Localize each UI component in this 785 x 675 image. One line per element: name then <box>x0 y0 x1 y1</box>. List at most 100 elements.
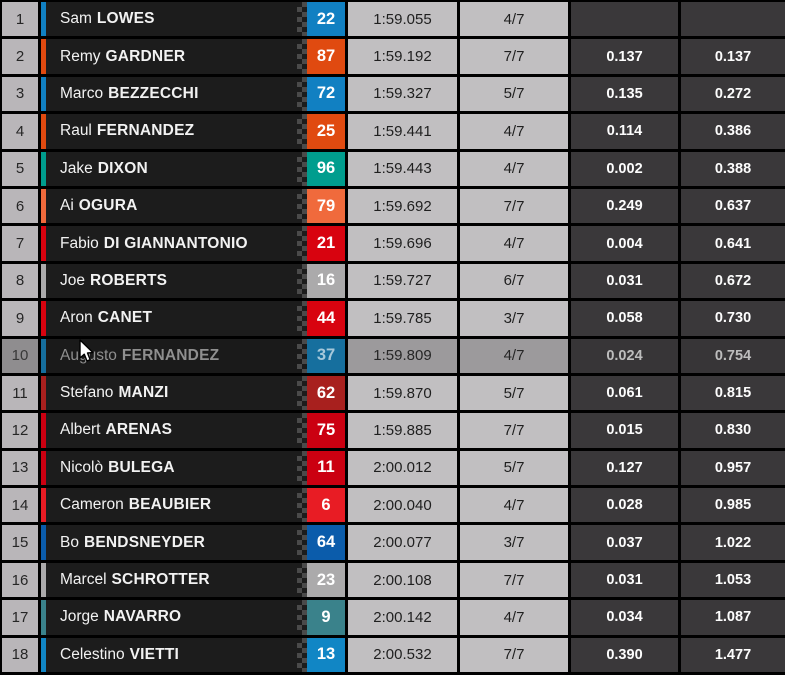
lap-time-cell: 2:00.108 <box>348 562 457 598</box>
position-cell: 18 <box>2 637 38 673</box>
position-cell: 12 <box>2 413 38 448</box>
gap-previous-cell: 0.002 <box>571 151 678 186</box>
checker-pattern-icon <box>297 39 307 74</box>
rider-number-badge: 23 <box>307 562 345 598</box>
gap-leader-cell: 1.053 <box>681 562 785 598</box>
lap-time-cell: 1:59.696 <box>348 226 457 261</box>
laps-cell: 7/7 <box>460 637 568 673</box>
gap-previous-cell <box>571 2 678 37</box>
table-row[interactable]: 10 Augusto FERNANDEZ 37 1:59.809 4/7 0.0… <box>2 338 785 373</box>
rider-last-name: MANZI <box>118 384 169 402</box>
rider-number-badge: 9 <box>307 600 345 635</box>
laps-cell: 7/7 <box>460 413 568 448</box>
gap-previous-cell: 0.390 <box>571 637 678 673</box>
laps-cell: 4/7 <box>460 151 568 186</box>
rider-number-badge: 21 <box>307 226 345 261</box>
table-row[interactable]: 17 Jorge NAVARRO 9 2:00.142 4/7 0.034 1.… <box>2 600 785 635</box>
rider-number-badge: 62 <box>307 375 345 411</box>
position-cell: 7 <box>2 226 38 261</box>
table-row[interactable]: 4 Raul FERNANDEZ 25 1:59.441 4/7 0.114 0… <box>2 114 785 149</box>
laps-cell: 5/7 <box>460 76 568 112</box>
rider-last-name: BEZZECCHI <box>108 84 199 102</box>
table-row[interactable]: 16 Marcel SCHROTTER 23 2:00.108 7/7 0.03… <box>2 562 785 598</box>
rider-name-cell[interactable]: Jorge NAVARRO <box>41 600 307 635</box>
team-color-bar <box>41 450 46 486</box>
table-row[interactable]: 3 Marco BEZZECCHI 72 1:59.327 5/7 0.135 … <box>2 76 785 112</box>
rider-name-cell[interactable]: Nicolò BULEGA <box>41 450 307 486</box>
rider-name-cell[interactable]: Bo BENDSNEYDER <box>41 525 307 560</box>
laps-cell: 7/7 <box>460 188 568 224</box>
rider-name-cell[interactable]: Marcel SCHROTTER <box>41 562 307 598</box>
rider-last-name: BEAUBIER <box>128 496 212 514</box>
table-row[interactable]: 6 Ai OGURA 79 1:59.692 7/7 0.249 0.637 <box>2 188 785 224</box>
rider-name-cell[interactable]: Fabio DI GIANNANTONIO <box>41 226 307 261</box>
table-row[interactable]: 11 Stefano MANZI 62 1:59.870 5/7 0.061 0… <box>2 375 785 411</box>
rider-name-cell[interactable]: Ai OGURA <box>41 188 307 224</box>
table-row[interactable]: 15 Bo BENDSNEYDER 64 2:00.077 3/7 0.037 … <box>2 525 785 560</box>
rider-number-badge: 37 <box>307 338 345 373</box>
laps-cell: 4/7 <box>460 226 568 261</box>
team-color-bar <box>41 413 46 448</box>
rider-name-cell[interactable]: Stefano MANZI <box>41 375 307 411</box>
rider-number-badge: 72 <box>307 76 345 112</box>
table-row[interactable]: 18 Celestino VIETTI 13 2:00.532 7/7 0.39… <box>2 637 785 673</box>
rider-first-name: Augusto <box>60 346 117 364</box>
rider-name-cell[interactable]: Albert ARENAS <box>41 413 307 448</box>
checker-pattern-icon <box>297 525 307 560</box>
position-cell: 11 <box>2 375 38 411</box>
gap-leader-cell: 0.137 <box>681 39 785 74</box>
table-row[interactable]: 5 Jake DIXON 96 1:59.443 4/7 0.002 0.388 <box>2 151 785 186</box>
gap-leader-cell: 0.985 <box>681 488 785 523</box>
rider-name-cell[interactable]: Celestino VIETTI <box>41 637 307 673</box>
team-color-bar <box>41 114 46 149</box>
rider-name-cell[interactable]: Remy GARDNER <box>41 39 307 74</box>
rider-number-badge: 64 <box>307 525 345 560</box>
team-color-bar <box>41 226 46 261</box>
rider-first-name: Remy <box>60 47 101 65</box>
team-color-bar <box>41 151 46 186</box>
rider-first-name: Celestino <box>60 645 125 663</box>
checker-pattern-icon <box>297 413 307 448</box>
rider-name-cell[interactable]: Joe ROBERTS <box>41 263 307 299</box>
rider-name-cell[interactable]: Jake DIXON <box>41 151 307 186</box>
table-row[interactable]: 2 Remy GARDNER 87 1:59.192 7/7 0.137 0.1… <box>2 39 785 74</box>
gap-previous-cell: 0.127 <box>571 450 678 486</box>
rider-name-cell[interactable]: Cameron BEAUBIER <box>41 488 307 523</box>
table-row[interactable]: 9 Aron CANET 44 1:59.785 3/7 0.058 0.730 <box>2 301 785 336</box>
laps-cell: 7/7 <box>460 39 568 74</box>
checker-pattern-icon <box>297 375 307 411</box>
rider-last-name: FERNANDEZ <box>121 346 220 364</box>
table-row[interactable]: 8 Joe ROBERTS 16 1:59.727 6/7 0.031 0.67… <box>2 263 785 299</box>
rider-name-cell[interactable]: Raul FERNANDEZ <box>41 114 307 149</box>
laps-cell: 7/7 <box>460 562 568 598</box>
gap-leader-cell: 1.022 <box>681 525 785 560</box>
lap-time-cell: 2:00.012 <box>348 450 457 486</box>
table-row[interactable]: 7 Fabio DI GIANNANTONIO 21 1:59.696 4/7 … <box>2 226 785 261</box>
laps-cell: 4/7 <box>460 338 568 373</box>
checker-pattern-icon <box>297 450 307 486</box>
table-row[interactable]: 1 Sam LOWES 22 1:59.055 4/7 <box>2 2 785 37</box>
lap-time-cell: 1:59.055 <box>348 2 457 37</box>
lap-time-cell: 1:59.727 <box>348 263 457 299</box>
team-color-bar <box>41 375 46 411</box>
table-row[interactable]: 14 Cameron BEAUBIER 6 2:00.040 4/7 0.028… <box>2 488 785 523</box>
rider-name-cell[interactable]: Sam LOWES <box>41 2 307 37</box>
rider-first-name: Marcel <box>60 571 107 589</box>
gap-previous-cell: 0.037 <box>571 525 678 560</box>
checker-pattern-icon <box>297 226 307 261</box>
table-row[interactable]: 12 Albert ARENAS 75 1:59.885 7/7 0.015 0… <box>2 413 785 448</box>
lap-time-cell: 1:59.785 <box>348 301 457 336</box>
checker-pattern-icon <box>297 301 307 336</box>
rider-name-cell[interactable]: Augusto FERNANDEZ <box>41 338 307 373</box>
table-row[interactable]: 13 Nicolò BULEGA 11 2:00.012 5/7 0.127 0… <box>2 450 785 486</box>
position-cell: 17 <box>2 600 38 635</box>
rider-last-name: ROBERTS <box>90 271 168 289</box>
rider-name-cell[interactable]: Marco BEZZECCHI <box>41 76 307 112</box>
rider-name-cell[interactable]: Aron CANET <box>41 301 307 336</box>
checker-pattern-icon <box>297 114 307 149</box>
lap-time-cell: 2:00.142 <box>348 600 457 635</box>
checker-pattern-icon <box>297 76 307 112</box>
position-cell: 15 <box>2 525 38 560</box>
rider-first-name: Raul <box>60 122 92 140</box>
